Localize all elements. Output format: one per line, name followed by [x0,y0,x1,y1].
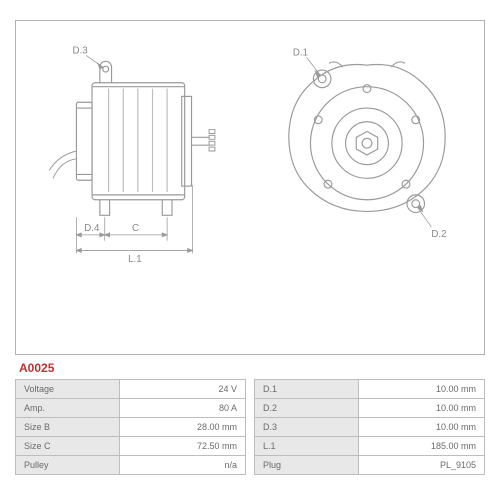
spec-value: 24 V [119,380,246,399]
spec-value: PL_9105 [358,456,485,475]
label-d3: D.3 [73,46,88,57]
spec-row: D.210.00 mm [255,399,485,418]
spec-value: 10.00 mm [358,399,485,418]
spec-key: D.1 [255,380,359,399]
spec-row: Size C72.50 mm [16,437,246,456]
label-d4: D.4 [84,223,100,234]
spec-row: Amp.80 A [16,399,246,418]
spec-row: D.310.00 mm [255,418,485,437]
spec-table-right: D.110.00 mmD.210.00 mmD.310.00 mmL.1185.… [254,379,485,475]
spec-value: 28.00 mm [119,418,246,437]
spec-key: Plug [255,456,359,475]
spec-row: L.1185.00 mm [255,437,485,456]
drawing-sheet: D.3 [15,20,485,355]
side-view: D.3 [16,21,250,281]
label-d1: D.1 [293,47,308,58]
spec-value: n/a [119,456,246,475]
spec-row: Pulleyn/a [16,456,246,475]
spec-key: D.3 [255,418,359,437]
spec-row: Size B28.00 mm [16,418,246,437]
drawing-views: D.3 [16,21,484,281]
spec-key: Size C [16,437,120,456]
label-l1: L.1 [128,254,142,265]
label-d2: D.2 [431,229,446,240]
spec-row: PlugPL_9105 [255,456,485,475]
spec-row: D.110.00 mm [255,380,485,399]
spec-key: Pulley [16,456,120,475]
label-c: C [132,223,139,234]
spec-row: Voltage24 V [16,380,246,399]
spec-value: 80 A [119,399,246,418]
spec-key: D.2 [255,399,359,418]
spec-key: Size B [16,418,120,437]
spec-key: Amp. [16,399,120,418]
spec-value: 10.00 mm [358,380,485,399]
spec-value: 72.50 mm [119,437,246,456]
spec-tables: Voltage24 VAmp.80 ASize B28.00 mmSize C7… [15,379,485,475]
spec-table-left: Voltage24 VAmp.80 ASize B28.00 mmSize C7… [15,379,246,475]
spec-value: 185.00 mm [358,437,485,456]
spec-key: Voltage [16,380,120,399]
spec-key: L.1 [255,437,359,456]
front-view: D.1 D.2 [250,21,484,281]
part-number: A0025 [19,361,485,375]
spec-value: 10.00 mm [358,418,485,437]
